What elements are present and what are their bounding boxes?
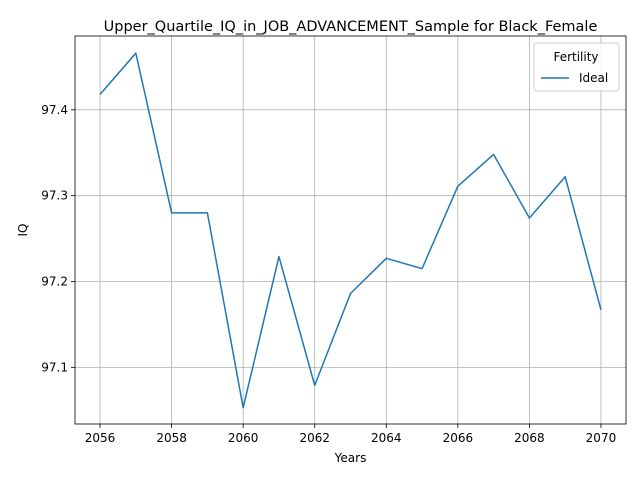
y-axis-label: IQ (16, 224, 30, 237)
x-tick-label: 2060 (228, 431, 259, 445)
legend: Fertility Ideal (534, 43, 619, 91)
x-tick-label: 2062 (299, 431, 330, 445)
chart-title: Upper_Quartile_IQ_in_JOB_ADVANCEMENT_Sam… (104, 19, 598, 35)
x-tick-label: 2056 (85, 431, 116, 445)
y-tick-label: 97.1 (41, 360, 68, 374)
x-axis-label: Years (334, 451, 367, 465)
y-tick-label: 97.3 (41, 189, 68, 203)
y-tick-label: 97.4 (41, 103, 68, 117)
y-tick-label: 97.2 (41, 275, 68, 289)
legend-title: Fertility (553, 50, 598, 64)
x-tick-label: 2070 (586, 431, 617, 445)
legend-entry-ideal: Ideal (579, 71, 608, 85)
x-tick-label: 2066 (443, 431, 474, 445)
x-tick-label: 2064 (371, 431, 402, 445)
x-tick-label: 2068 (514, 431, 545, 445)
x-tick-label: 2058 (156, 431, 187, 445)
